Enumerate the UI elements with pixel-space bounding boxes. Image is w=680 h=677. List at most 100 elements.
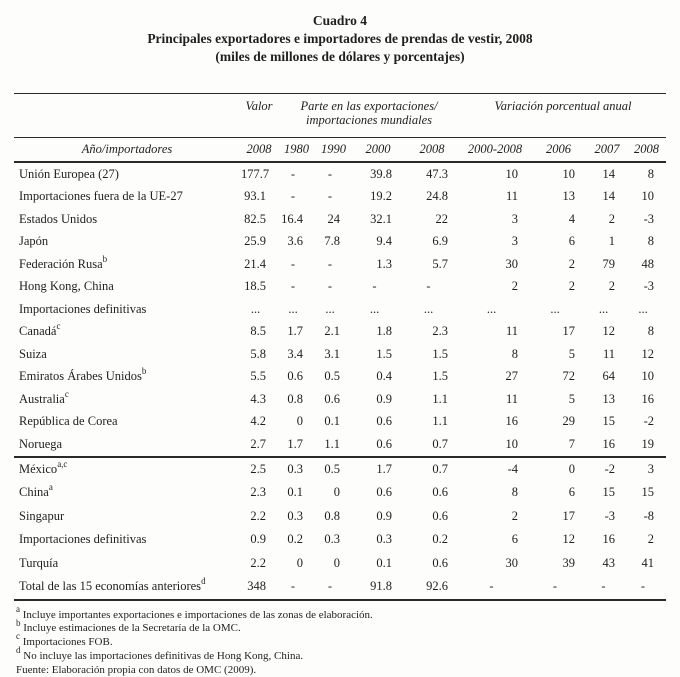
cell-value: 0 xyxy=(315,481,352,505)
cell-value: - xyxy=(278,575,315,600)
cell-value: 5 xyxy=(530,388,587,411)
cell-value: ... xyxy=(352,298,404,321)
row-label: Unión Europea (27) xyxy=(14,162,240,186)
cell-value: 2.2 xyxy=(240,505,278,529)
group-header-spacer xyxy=(14,94,240,138)
cell-value: 0.6 xyxy=(404,552,460,576)
source-line: Fuente: Elaboración propia con datos de … xyxy=(16,664,680,677)
cell-value: 2 xyxy=(530,253,587,276)
cell-value: 11 xyxy=(460,321,530,344)
cell-value: 0.6 xyxy=(404,481,460,505)
cell-value: 0.2 xyxy=(404,528,460,552)
cell-value: 6 xyxy=(460,528,530,552)
cell-value: ... xyxy=(278,298,315,321)
cell-value: 0.9 xyxy=(240,528,278,552)
cell-value: 2 xyxy=(530,276,587,299)
footnote-marker: a xyxy=(49,482,53,492)
cell-value: 10 xyxy=(627,186,666,209)
cell-value: 5.7 xyxy=(404,253,460,276)
cell-value: 3 xyxy=(627,457,666,482)
footnote-marker: b xyxy=(103,254,108,264)
cell-value: 8.5 xyxy=(240,321,278,344)
cell-value: -2 xyxy=(627,411,666,434)
row-label: Japón xyxy=(14,231,240,254)
cell-value: 12 xyxy=(587,321,627,344)
cell-value: 15 xyxy=(587,481,627,505)
cell-value: - xyxy=(278,162,315,186)
cell-value: 79 xyxy=(587,253,627,276)
cell-value: 17 xyxy=(530,321,587,344)
cell-value: 2 xyxy=(627,528,666,552)
footnote-marker: c xyxy=(65,389,69,399)
cell-value: 2 xyxy=(587,208,627,231)
footnote-marker: d xyxy=(201,576,206,586)
cell-value: - xyxy=(278,276,315,299)
cell-value: 1.1 xyxy=(315,433,352,457)
cell-value: -3 xyxy=(587,505,627,529)
cell-value: -8 xyxy=(627,505,666,529)
cell-value: 1 xyxy=(587,231,627,254)
cell-value: 0.8 xyxy=(278,388,315,411)
footnote-line: b Incluye estimaciones de la Secretaría … xyxy=(16,622,680,636)
cell-value: 16 xyxy=(627,388,666,411)
column-header-year: 2000 xyxy=(352,138,404,163)
cell-value: 0.1 xyxy=(315,411,352,434)
column-header-year: 2008 xyxy=(627,138,666,163)
group-header-parte: Parte en las exportaciones/ importacione… xyxy=(278,94,460,138)
column-header-label: Año/importadores xyxy=(14,138,240,163)
cell-value: - xyxy=(404,276,460,299)
cell-value: 13 xyxy=(587,388,627,411)
cell-value: 14 xyxy=(587,162,627,186)
footnote-marker: c xyxy=(16,631,20,641)
cell-value: 16.4 xyxy=(278,208,315,231)
cell-value: 5 xyxy=(530,343,587,366)
footnote-marker: d xyxy=(16,645,21,655)
cell-value: 4 xyxy=(530,208,587,231)
group-header-row: Valor Parte en las exportaciones/ import… xyxy=(14,94,666,138)
footnote-line: c Importaciones FOB. xyxy=(16,636,680,650)
cell-value: 0.6 xyxy=(352,411,404,434)
cell-value: 1.1 xyxy=(404,411,460,434)
cell-value: - xyxy=(587,575,627,600)
cell-value: - xyxy=(315,276,352,299)
cell-value: 0.7 xyxy=(404,457,460,482)
cell-value: 13 xyxy=(530,186,587,209)
cell-value: 0.3 xyxy=(278,505,315,529)
cell-value: ... xyxy=(627,298,666,321)
cell-value: 2.3 xyxy=(404,321,460,344)
cell-value: 0.6 xyxy=(404,505,460,529)
cell-value: 41 xyxy=(627,552,666,576)
row-label: República de Corea xyxy=(14,411,240,434)
cell-value: -3 xyxy=(627,276,666,299)
row-label: Singapur xyxy=(14,505,240,529)
cell-value: 0.3 xyxy=(278,457,315,482)
column-header-year: 2006 xyxy=(530,138,587,163)
cell-value: 47.3 xyxy=(404,162,460,186)
cell-value: 0 xyxy=(315,552,352,576)
group-header-valor: Valor xyxy=(240,94,278,138)
cell-value: 8 xyxy=(627,321,666,344)
cell-value: 8 xyxy=(460,343,530,366)
row-label: Emiratos Árabes Unidosb xyxy=(14,366,240,389)
cell-value: ... xyxy=(404,298,460,321)
main-table: Valor Parte en las exportaciones/ import… xyxy=(14,93,666,601)
cell-value: 4.2 xyxy=(240,411,278,434)
cell-value: 27 xyxy=(460,366,530,389)
footnotes: a Incluye importantes exportaciones e im… xyxy=(16,609,680,677)
footnote-marker: c xyxy=(56,321,60,331)
footnote-marker: b xyxy=(16,618,21,628)
cell-value: 11 xyxy=(460,186,530,209)
cell-value: 1.5 xyxy=(404,366,460,389)
cell-value: 18.5 xyxy=(240,276,278,299)
cell-value: - xyxy=(460,575,530,600)
cell-value: 30 xyxy=(460,253,530,276)
